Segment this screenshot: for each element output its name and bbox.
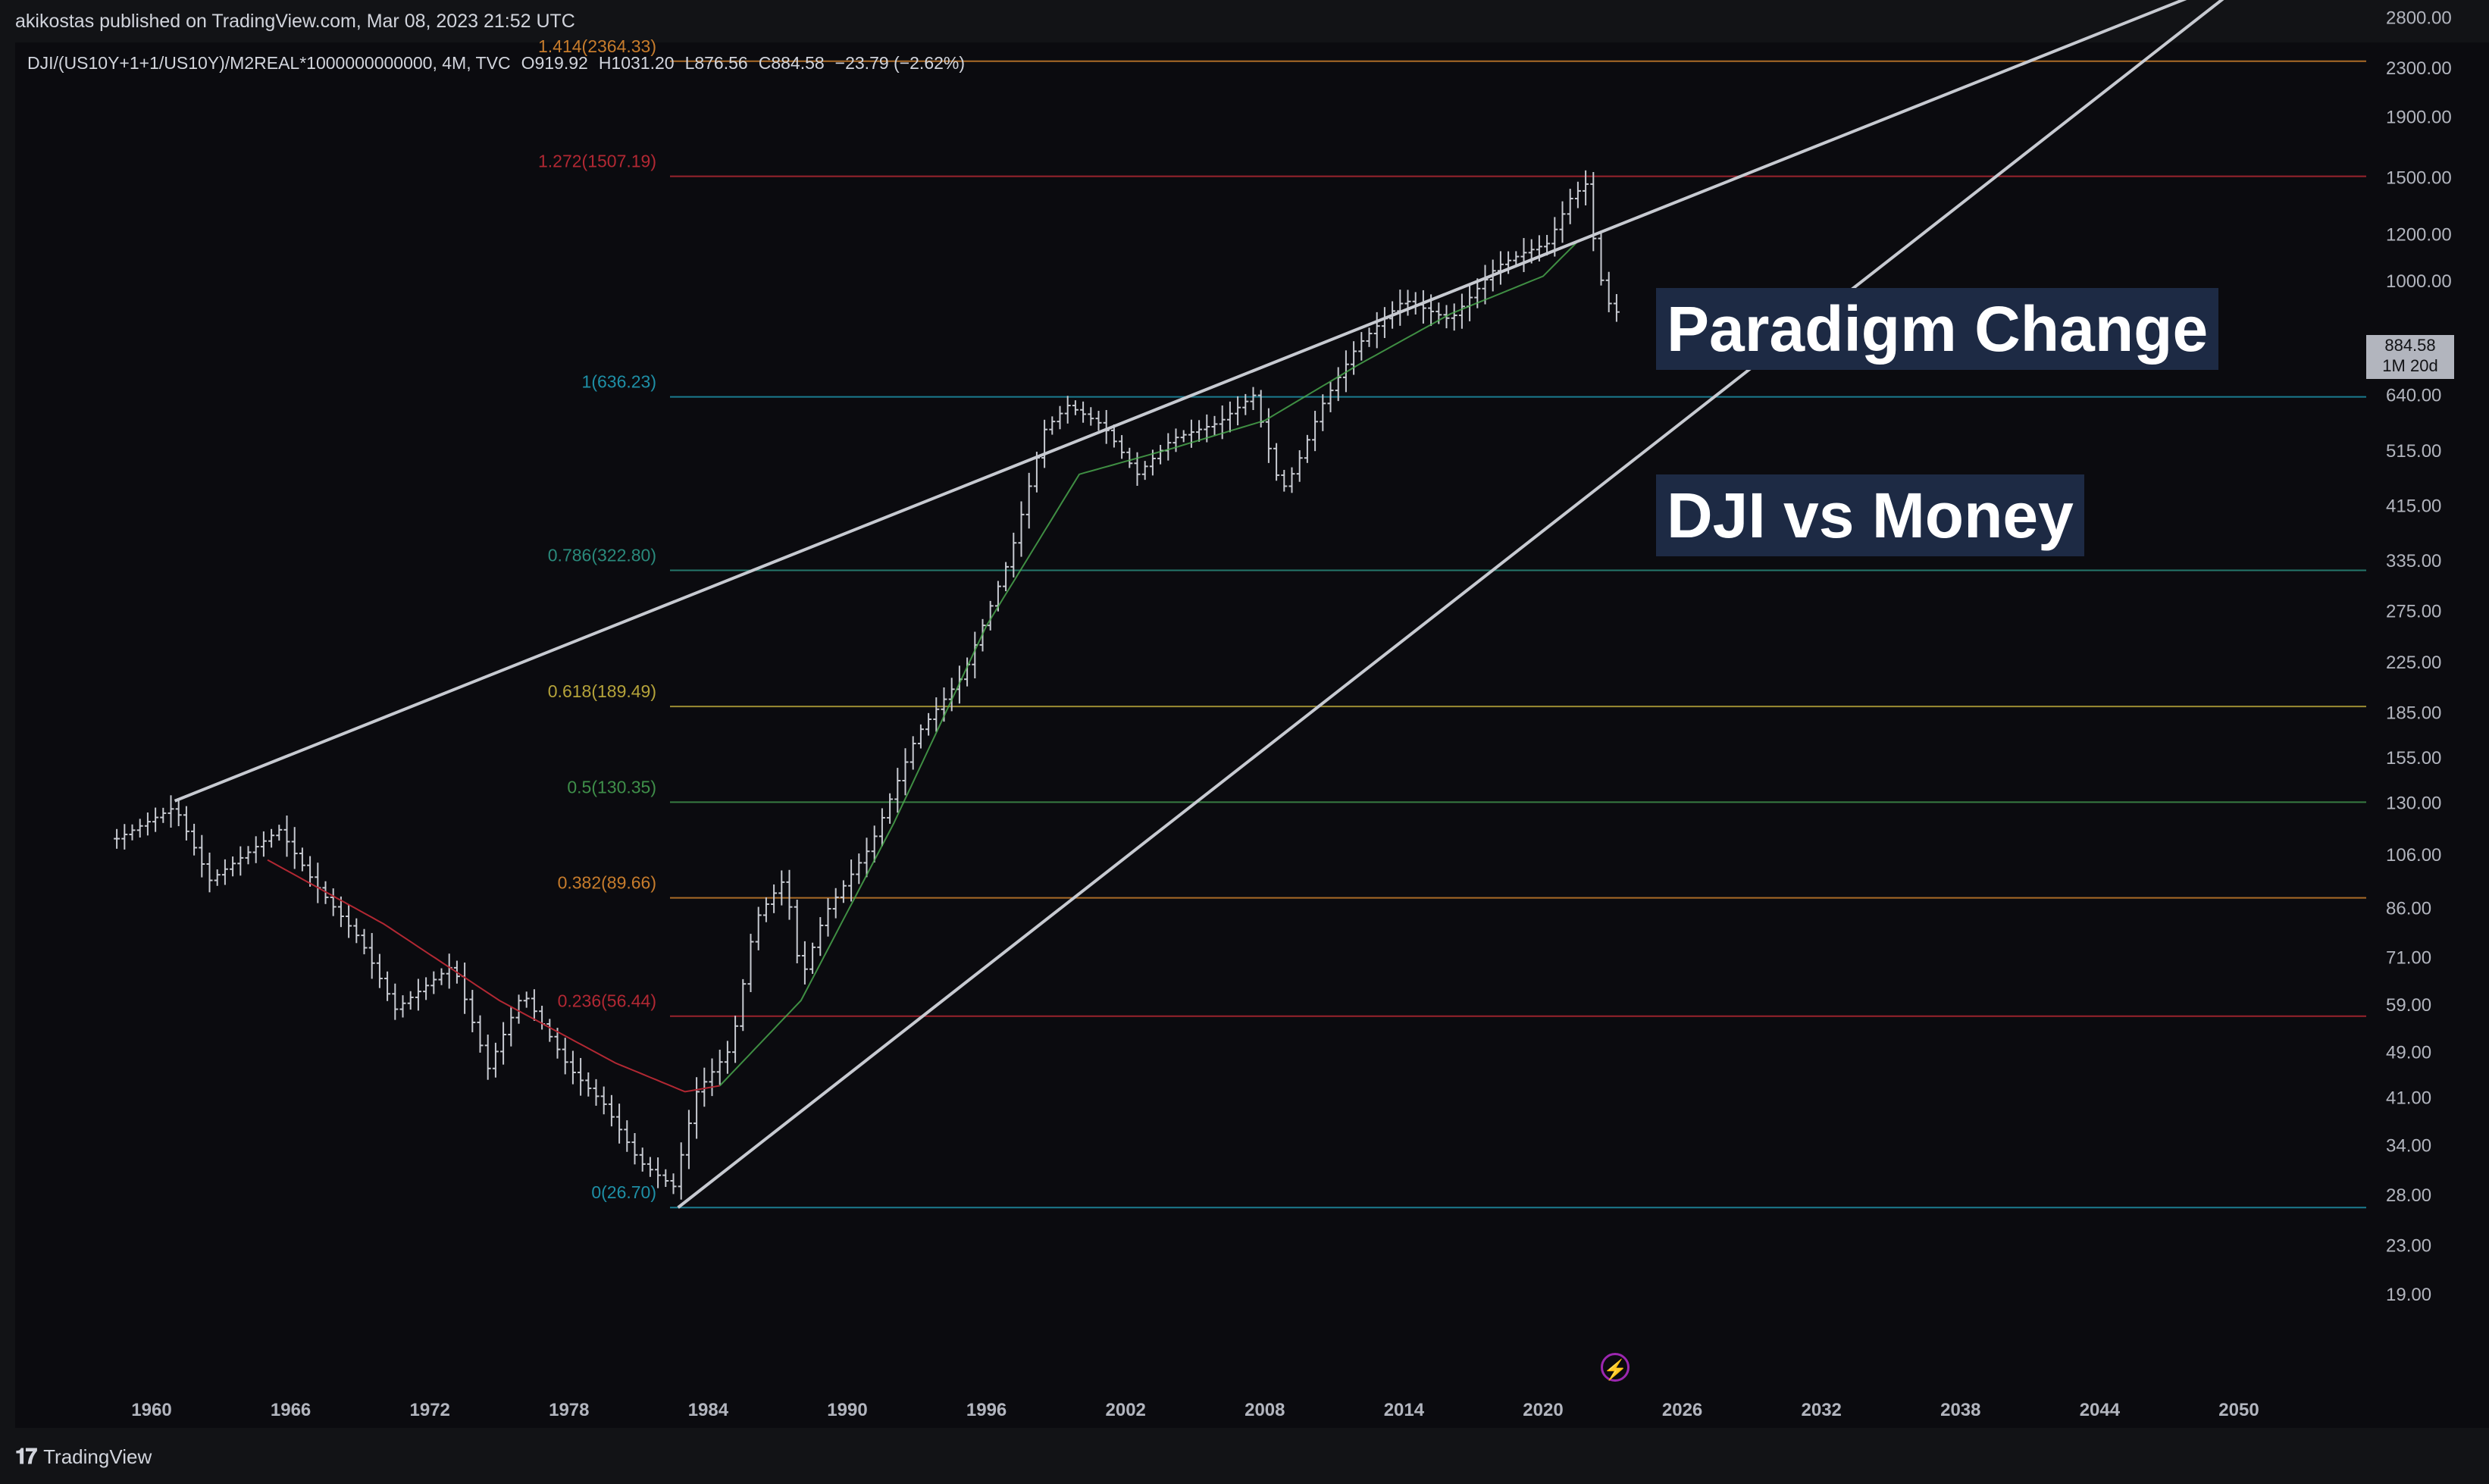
y-tick-label: 28.00 [2386,1185,2431,1206]
ma-line-red [267,859,720,1093]
y-tick-label: 1000.00 [2386,271,2452,292]
y-tick-label: 23.00 [2386,1236,2431,1257]
y-tick-label: 640.00 [2386,386,2441,406]
fib-level-label: 0.618(189.49) [548,681,656,701]
ohlc-low: L876.56 [684,53,748,73]
x-tick-label: 1966 [271,1400,311,1420]
x-tick-label: 1960 [131,1400,171,1420]
x-tick-label: 1984 [688,1400,729,1420]
x-tick-label: 2044 [2080,1400,2121,1420]
tv-logo-icon: 𝟏𝟕 [15,1445,37,1468]
y-tick-label: 86.00 [2386,899,2431,919]
y-tick-label: 1200.00 [2386,225,2452,246]
y-tick-label: 19.00 [2386,1285,2431,1305]
y-tick-label: 41.00 [2386,1088,2431,1109]
note-paradigm-change[interactable]: Paradigm Change [1656,288,2219,370]
y-tick-label: 49.00 [2386,1042,2431,1063]
y-tick-label: 155.00 [2386,748,2441,769]
y-tick-label: 185.00 [2386,703,2441,723]
lightning-icon[interactable]: ⚡ [1601,1353,1630,1382]
publisher-line: akikostas published on TradingView.com, … [15,11,575,32]
y-tick-label: 335.00 [2386,551,2441,571]
trendline [677,0,2224,1209]
last-price-value: 884.58 [2384,336,2436,355]
x-tick-label: 2002 [1106,1400,1146,1420]
chart-area[interactable] [15,42,2489,1428]
x-tick-label: 2038 [1940,1400,1980,1420]
y-tick-label: 1900.00 [2386,108,2452,128]
x-tick-label: 2008 [1244,1400,1285,1420]
footer-brand: TradingView [43,1445,152,1468]
y-tick-label: 2300.00 [2386,58,2452,79]
ma-line-green [719,240,1579,1087]
fib-level-label: 0(26.70) [591,1182,656,1202]
fib-level-label: 0.5(130.35) [567,777,656,797]
fib-level-label: 0.236(56.44) [558,991,656,1011]
x-tick-label: 1978 [549,1400,589,1420]
ohlc-change: −23.79 (−2.62%) [834,53,966,73]
symbol-name[interactable]: DJI/(US10Y+1+1/US10Y)/M2REAL*10000000000… [27,53,511,73]
x-tick-label: 2032 [1802,1400,1842,1420]
fib-level-label: 1.272(1507.19) [538,152,656,171]
ohlc-close: C884.58 [758,53,825,73]
note-dji-vs-money[interactable]: DJI vs Money [1656,474,2084,556]
y-tick-label: 34.00 [2386,1136,2431,1157]
y-tick-label: 225.00 [2386,653,2441,673]
y-tick-label: 59.00 [2386,995,2431,1016]
x-tick-label: 2014 [1384,1400,1425,1420]
x-tick-label: 2026 [1662,1400,1702,1420]
trendline [174,0,2187,803]
y-tick-label: 106.00 [2386,845,2441,866]
y-tick-label: 71.00 [2386,947,2431,968]
x-tick-label: 2050 [2218,1400,2259,1420]
ohlc-high: H1031.20 [598,53,675,73]
footer-bar [0,1428,2489,1484]
last-price-label: 884.58 1M 20d [2366,335,2454,379]
x-tick-label: 1990 [827,1400,867,1420]
bar-countdown: 1M 20d [2382,356,2438,375]
tradingview-logo[interactable]: 𝟏𝟕 TradingView [15,1445,152,1470]
publisher-bar: akikostas published on TradingView.com, … [0,0,2489,42]
fib-level-label: 1(636.23) [582,372,656,392]
x-tick-label: 2020 [1523,1400,1563,1420]
y-tick-label: 515.00 [2386,441,2441,462]
y-tick-label: 1500.00 [2386,167,2452,188]
x-tick-label: 1972 [410,1400,450,1420]
fib-level-label: 0.382(89.66) [558,873,656,893]
x-tick-label: 1996 [966,1400,1007,1420]
y-tick-label: 275.00 [2386,602,2441,622]
y-tick-label: 2800.00 [2386,8,2452,29]
symbol-header: DJI/(US10Y+1+1/US10Y)/M2REAL*10000000000… [27,53,975,74]
y-tick-label: 415.00 [2386,496,2441,517]
fib-level-label: 0.786(322.80) [548,545,656,565]
ohlc-open: O919.92 [521,53,588,73]
fib-level-label: 1.414(2364.33) [538,36,656,56]
y-tick-label: 130.00 [2386,793,2441,813]
